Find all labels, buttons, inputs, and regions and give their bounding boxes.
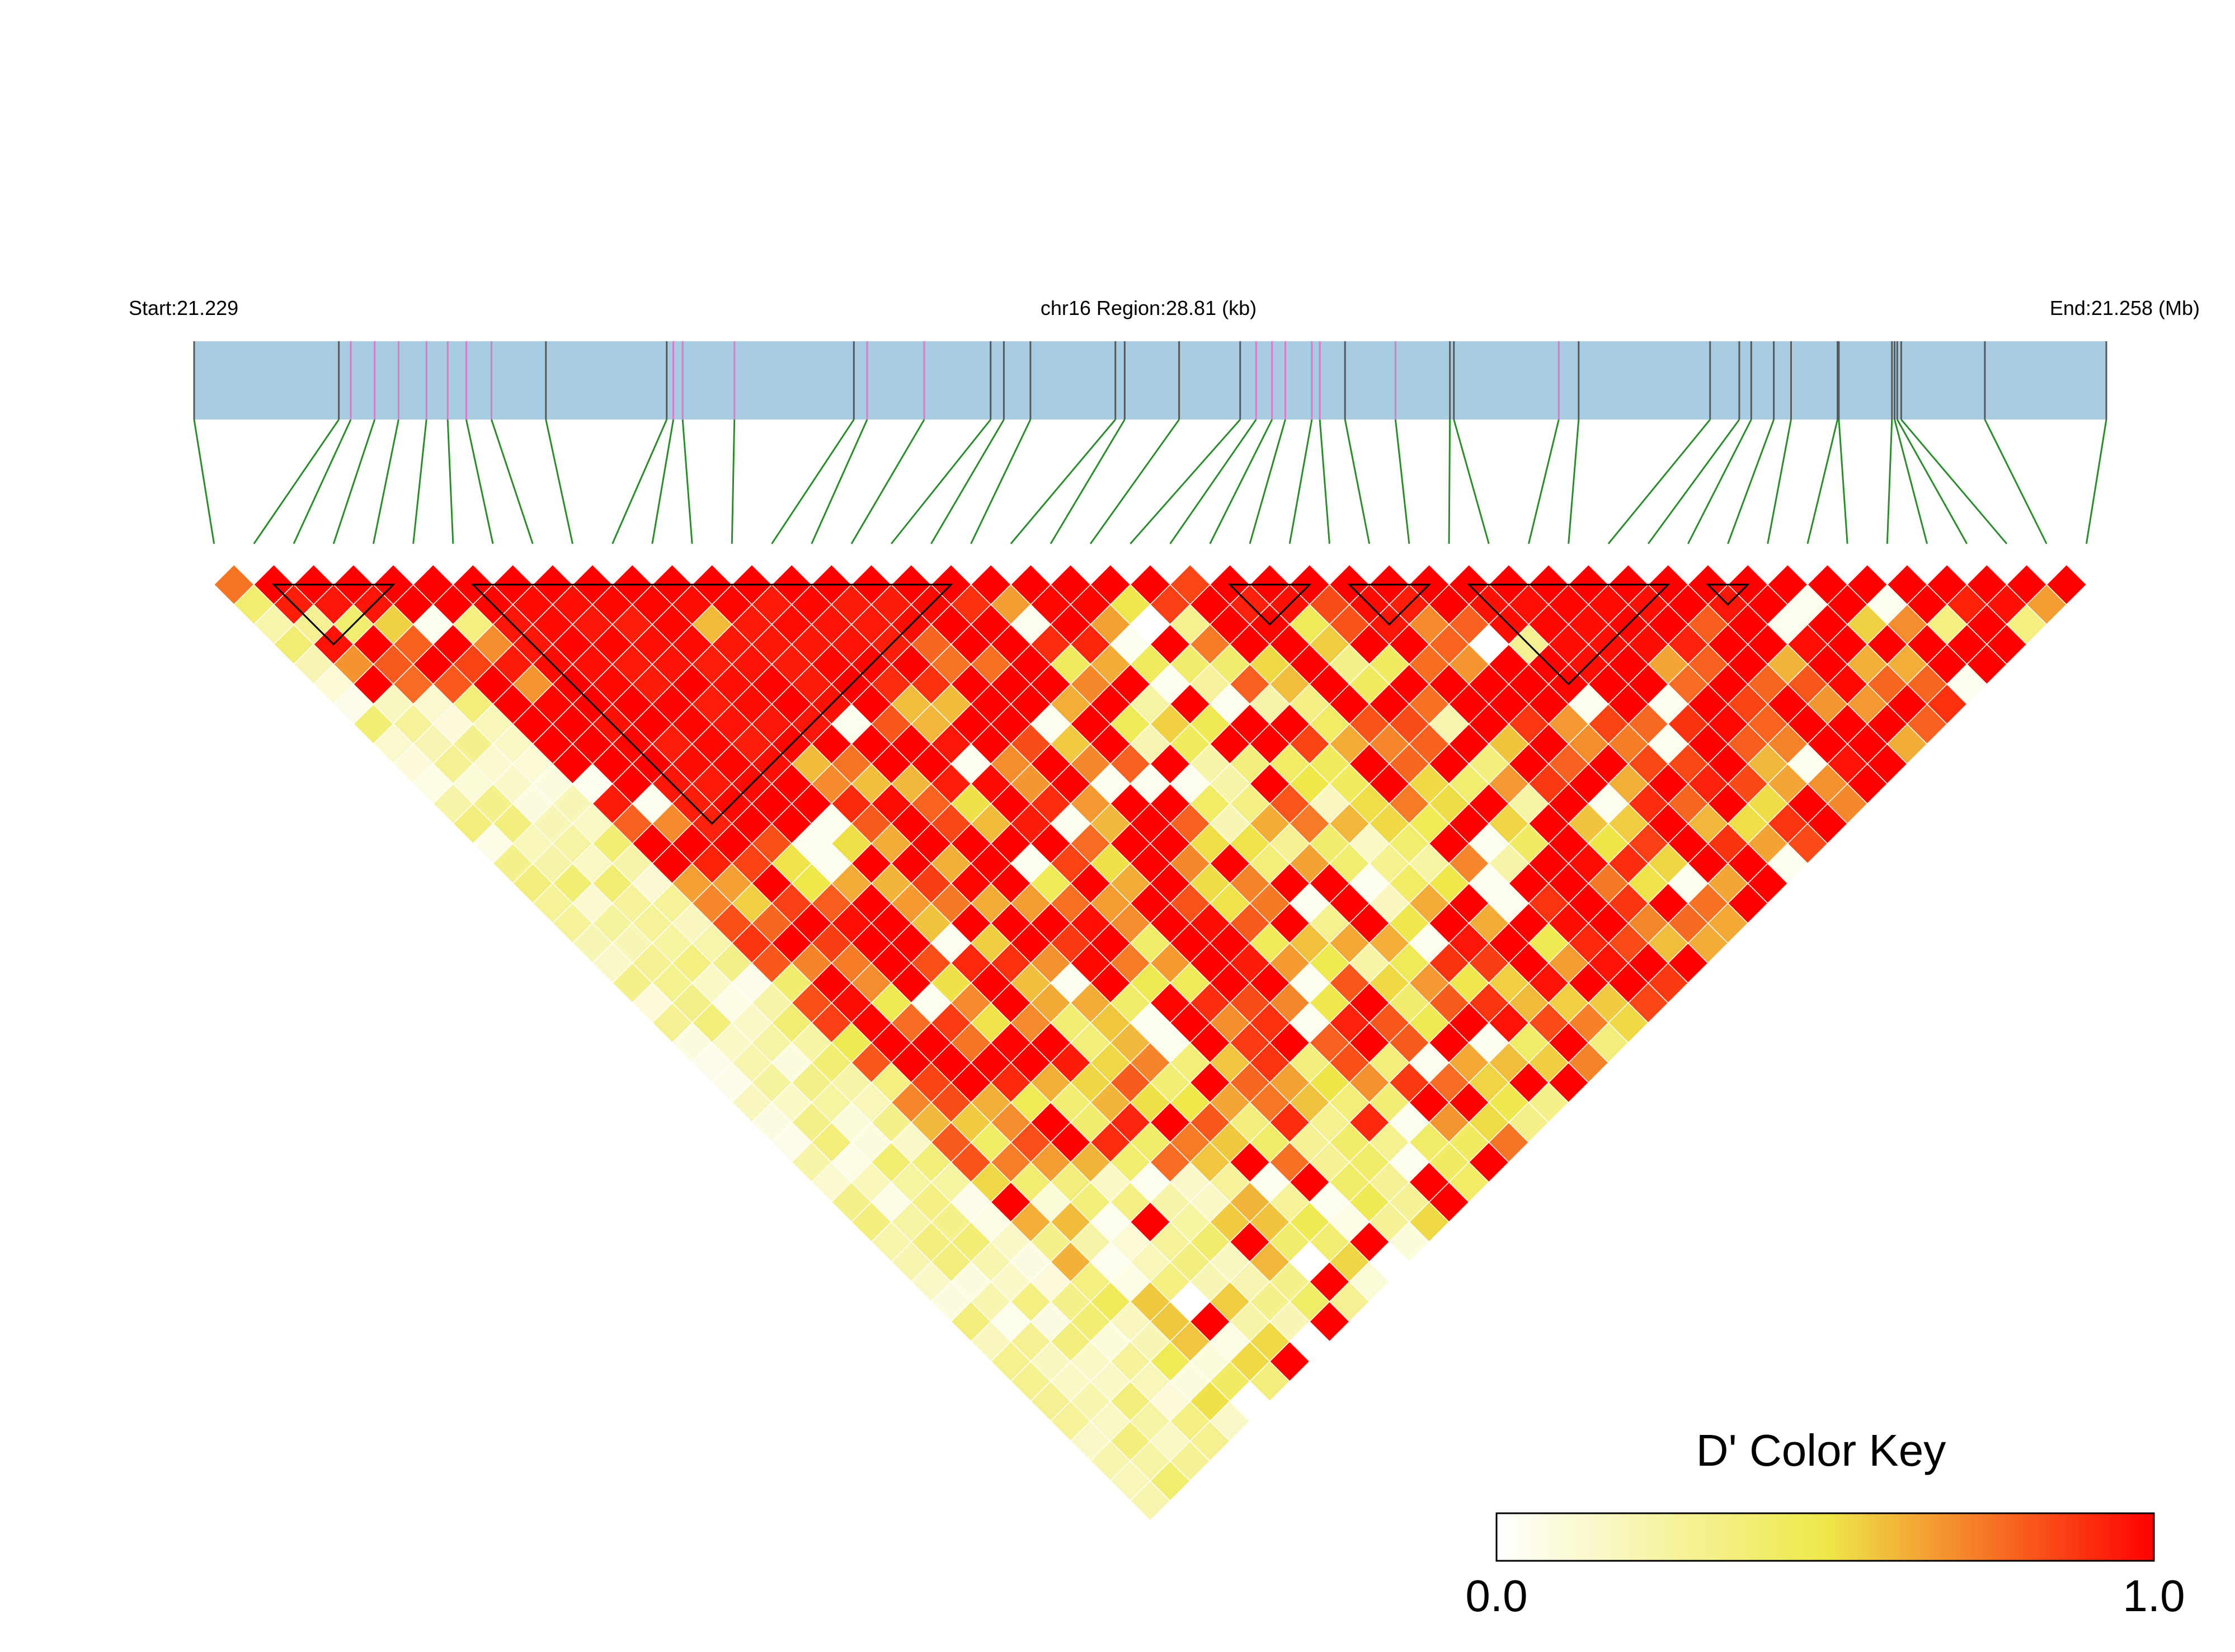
start-label: Start:21.229 — [129, 296, 238, 319]
snp-connector — [1319, 419, 1330, 544]
snp-connector — [1394, 419, 1410, 544]
chromosome-region-track — [194, 341, 2106, 420]
snp-connector — [731, 419, 736, 544]
region-label: chr16 Region:28.81 (kb) — [1041, 296, 1257, 319]
snp-connector — [1169, 419, 1257, 544]
snp-connector — [1767, 419, 1792, 544]
haplotype-block-outline — [470, 583, 953, 825]
ld-cell — [2046, 564, 2087, 605]
snp-connector — [372, 419, 399, 544]
snp-connector — [465, 419, 494, 544]
snp-connector — [681, 419, 693, 544]
snp-connector — [1448, 419, 1451, 544]
snp-connector — [1806, 419, 1838, 544]
color-key-title: D' Color Key — [1696, 1425, 1946, 1475]
ld-cells — [213, 564, 2087, 1522]
snp-connector — [811, 419, 868, 544]
snp-connector — [412, 419, 427, 544]
haplotype-block-outlines — [271, 583, 1750, 825]
snp-connector — [651, 419, 675, 544]
haplotype-block-outline — [271, 583, 396, 646]
snp-connector — [1886, 419, 1893, 544]
haplotype-block-outline — [1227, 583, 1312, 626]
snp-connector — [1249, 419, 1286, 544]
snp-connector — [1896, 419, 1968, 544]
snp-connector — [1838, 419, 1848, 544]
color-key-min-label: 0.0 — [1465, 1571, 1527, 1621]
snp-connector — [970, 419, 1032, 544]
snp-connector — [1607, 419, 1711, 544]
color-key-max-label: 1.0 — [2123, 1571, 2185, 1621]
snp-connector — [1209, 419, 1273, 544]
snp-connector-lines — [193, 419, 2107, 544]
snp-connector — [1647, 419, 1740, 544]
snp-connector — [1344, 419, 1371, 544]
haplotype-block-outline — [1706, 583, 1750, 606]
snp-connector — [1528, 419, 1560, 544]
snp-connector — [1288, 419, 1313, 544]
snp-connector — [1050, 419, 1126, 544]
snp-connector — [293, 419, 352, 544]
snp-connector — [930, 419, 1005, 544]
haplotype-block-outline — [1467, 583, 1671, 686]
color-key-gradient — [1495, 1512, 2155, 1562]
snp-connector — [1089, 419, 1180, 544]
snp-connector — [1687, 419, 1752, 544]
snp-connector — [253, 419, 340, 544]
snp-connector — [611, 419, 668, 544]
snp-connector — [2085, 419, 2107, 544]
snp-connector — [1568, 419, 1580, 544]
snp-connector — [1727, 419, 1775, 544]
snp-connector — [332, 419, 376, 544]
snp-connector — [1130, 419, 1241, 544]
snp-connector — [1453, 419, 1490, 544]
snp-connector — [1010, 419, 1116, 544]
snp-connector — [850, 419, 925, 544]
snp-connector — [193, 419, 215, 544]
snp-connector — [1900, 419, 2008, 544]
snp-connector — [771, 419, 855, 544]
snp-connector — [1894, 419, 1928, 544]
snp-connector — [545, 419, 573, 544]
snp-connector — [1984, 419, 2048, 544]
snp-connector — [491, 419, 534, 544]
haplotype-block-outline — [1347, 583, 1432, 626]
snp-connector — [890, 419, 991, 544]
end-label: End:21.258 (Mb) — [2050, 296, 2200, 319]
snp-connector — [446, 419, 454, 544]
snp-position-lines — [193, 341, 2107, 420]
